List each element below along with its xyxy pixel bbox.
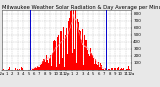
Text: Milwaukee Weather Solar Radiation & Day Average per Minute W/m2 (Today): Milwaukee Weather Solar Radiation & Day …: [2, 5, 160, 10]
